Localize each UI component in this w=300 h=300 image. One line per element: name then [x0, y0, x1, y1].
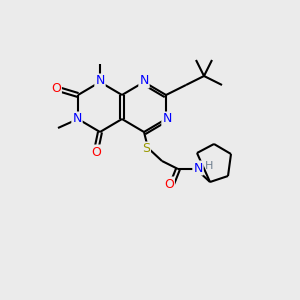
Text: O: O	[91, 146, 101, 158]
Text: O: O	[164, 178, 174, 190]
Text: N: N	[95, 74, 105, 88]
Text: N: N	[162, 112, 172, 125]
Text: H: H	[205, 161, 213, 171]
Text: O: O	[51, 82, 61, 95]
Text: S: S	[142, 142, 150, 155]
Text: N: N	[72, 112, 82, 125]
Text: N: N	[193, 161, 203, 175]
Text: N: N	[139, 74, 149, 88]
